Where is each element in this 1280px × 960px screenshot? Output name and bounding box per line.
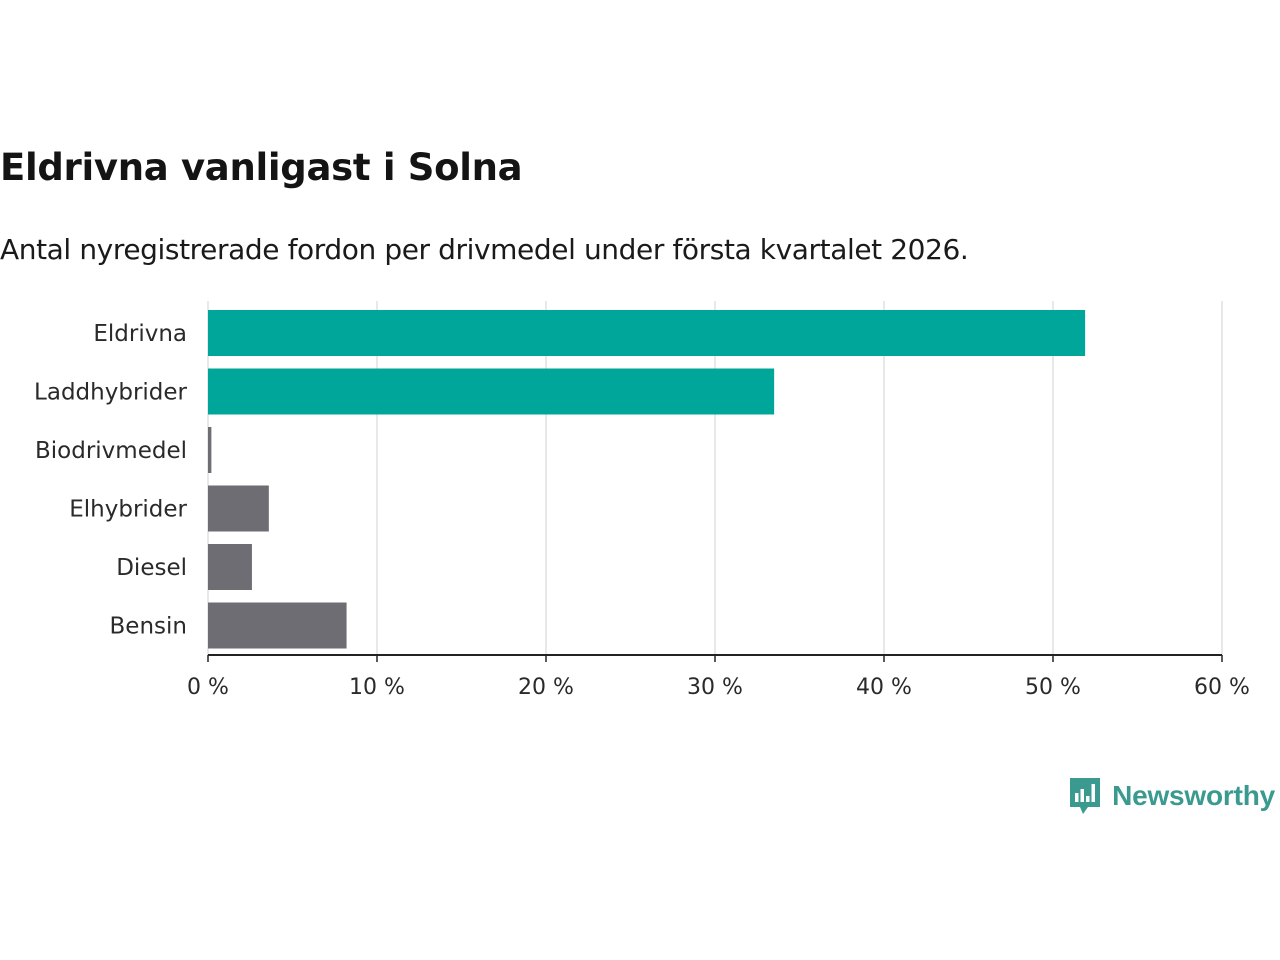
bar-biodrivmedel — [208, 427, 212, 473]
category-label: Bensin — [110, 614, 187, 640]
brand-logo: Newsworthy — [1068, 776, 1275, 816]
chart-subtitle: Antal nyregistrerade fordon per drivmede… — [0, 233, 969, 266]
x-tick-label: 30 % — [687, 675, 743, 700]
x-tick-label: 10 % — [349, 675, 405, 700]
bar-bensin — [208, 602, 347, 649]
x-tick-label: 20 % — [518, 675, 574, 700]
category-label: Eldrivna — [93, 321, 187, 347]
category-label: Diesel — [116, 555, 187, 581]
category-labels: Eldrivna Laddhybrider Biodrivmedel Elhybrid… — [34, 321, 187, 640]
bar-diesel — [208, 544, 252, 590]
gridlines — [207, 301, 1223, 655]
x-tick-label: 50 % — [1025, 675, 1081, 700]
chart-title: Eldrivna vanligast i Solna — [0, 146, 523, 189]
x-tick-label: 40 % — [856, 675, 912, 700]
x-tick-label: 60 % — [1194, 675, 1250, 700]
category-label: Biodrivmedel — [35, 438, 187, 464]
bar-eldrivna — [208, 310, 1086, 356]
x-tick-label: 0 % — [187, 675, 229, 700]
category-label: Elhybrider — [69, 497, 187, 523]
brand-name: Newsworthy — [1112, 780, 1275, 811]
x-axis: 0 % 10 % 20 % 30 % 40 % 50 % 60 % — [187, 654, 1250, 700]
newsworthy-logo-icon — [1070, 778, 1101, 814]
bar-laddhybrider — [208, 368, 775, 415]
category-label: Laddhybrider — [34, 380, 187, 406]
bar-elhybrider — [208, 485, 269, 532]
bars — [208, 310, 1086, 649]
